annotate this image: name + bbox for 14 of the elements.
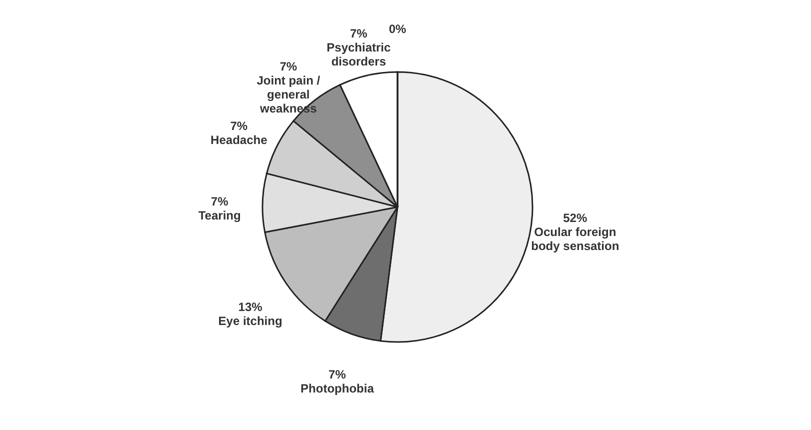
data-label: 7% [350,26,368,40]
slice-label: Tearing [198,208,241,222]
text: 0% [388,22,406,36]
data-label: 7% [230,119,248,134]
slice-label: Photophobia [300,381,374,396]
slice-label: Eye itching [218,314,282,328]
slice-label: Ocular foreign body sensation [531,225,620,254]
slice-label: Headache [210,133,268,148]
data-label: 7% [280,59,298,74]
slice-label: Psychiatric disorders [326,40,392,68]
data-label: 52% [563,211,588,226]
data-label: 7% [210,194,229,208]
data-label: 7% [328,367,346,382]
data-label: 13% [238,300,263,314]
